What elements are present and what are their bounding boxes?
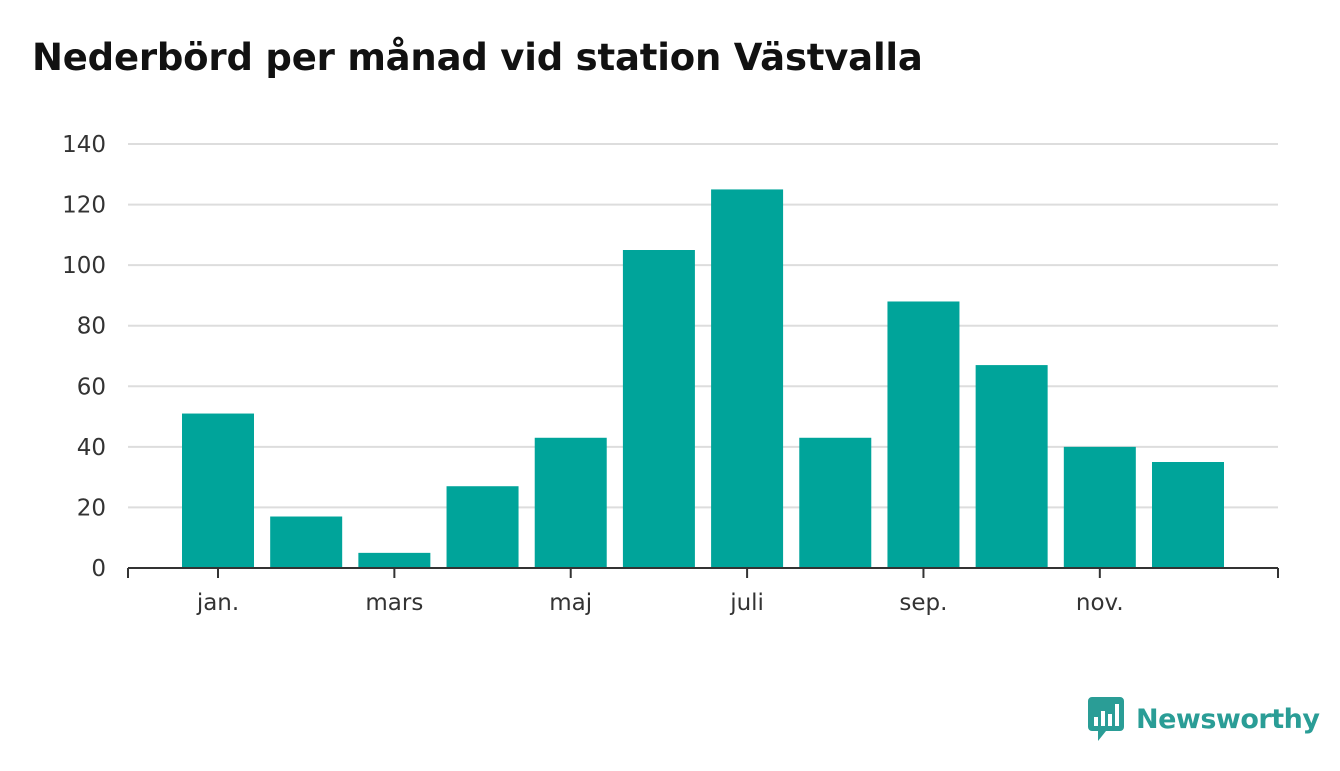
x-tick-label: juli: [729, 590, 764, 616]
bar-mars: [358, 552, 431, 568]
bar-sep: [887, 301, 960, 568]
bar-jan: [182, 413, 254, 568]
bar-aug: [799, 437, 872, 568]
x-tick-label: mars: [365, 590, 423, 616]
y-tick-label: 40: [77, 435, 106, 461]
bar-apr: [446, 486, 519, 568]
y-tick-label: 60: [77, 374, 106, 400]
x-tick-label: jan.: [196, 590, 239, 616]
chart-title: Nederbörd per månad vid station Västvall…: [32, 36, 923, 79]
gridlines: [128, 143, 1278, 509]
x-tick-label: maj: [549, 590, 592, 616]
x-tick-label: sep.: [899, 590, 947, 616]
y-tick-label: 0: [91, 556, 106, 582]
bar-juni: [622, 250, 695, 568]
bar-juli: [711, 189, 784, 568]
x-tick-label: nov.: [1076, 590, 1124, 616]
bar-maj: [534, 437, 607, 568]
newsworthy-brand: Newsworthy: [1088, 697, 1320, 741]
y-tick-label: 100: [62, 253, 106, 279]
bar-dec: [1152, 462, 1224, 568]
bar-okt: [975, 365, 1048, 568]
y-tick-label: 140: [62, 132, 106, 158]
y-tick-label: 80: [77, 314, 106, 340]
bars: [182, 189, 1224, 568]
y-axis-ticks: 0 20 40 60 80 100 120 140: [62, 132, 106, 582]
y-tick-label: 120: [62, 193, 106, 219]
bar-feb: [270, 516, 343, 568]
newsworthy-logo-icon: [1088, 697, 1124, 741]
y-tick-label: 20: [77, 495, 106, 521]
bar-nov: [1063, 446, 1136, 568]
brand-name: Newsworthy: [1136, 703, 1320, 735]
bar-chart: 0 20 40 60 80 100 120 140 jan. mars maj juli sep. no…: [62, 132, 1279, 616]
x-axis-ticks: jan. mars maj juli sep. nov.: [196, 568, 1124, 616]
axes: [127, 567, 1279, 578]
